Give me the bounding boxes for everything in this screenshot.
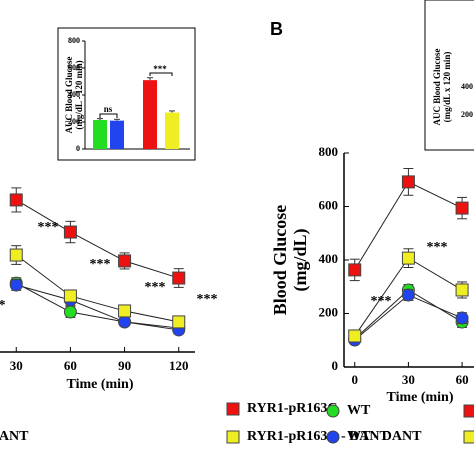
annotation: *** — [427, 240, 448, 255]
x-axis-label: Time (min) — [66, 377, 133, 392]
y-axis-label: AUC Blood Glucose — [64, 56, 74, 133]
marker — [63, 289, 77, 303]
x-tick-label: 30 — [10, 358, 23, 373]
legend-marker — [326, 430, 340, 444]
series-line — [16, 282, 179, 329]
marker — [455, 201, 469, 215]
marker — [63, 305, 77, 319]
y-tick-label: 200 — [319, 304, 339, 319]
marker — [172, 315, 186, 329]
marker — [118, 254, 132, 268]
series-line — [15, 199, 179, 279]
marker — [348, 263, 362, 277]
x-tick-label: 60 — [64, 358, 77, 373]
legend-label: WT - DANT — [347, 429, 422, 444]
error-bar — [147, 77, 153, 81]
annotation: *** — [145, 280, 166, 295]
y-axis-label: (mg/dL) — [290, 228, 311, 291]
y-tick-label: 200 — [461, 110, 473, 119]
y-tick-label: 0 — [332, 358, 339, 373]
marker — [9, 248, 23, 262]
series-line — [16, 284, 179, 331]
annotation: * — [0, 298, 6, 313]
x-tick-label: 90 — [118, 358, 131, 373]
y-tick-label: 0 — [76, 144, 80, 153]
error-bar — [169, 110, 175, 113]
marker — [9, 193, 23, 207]
marker — [63, 225, 77, 239]
legend-label: WT — [347, 403, 371, 418]
legend-label: RYR1-pR163C — [247, 401, 338, 416]
panel-label: B — [270, 19, 283, 39]
bar — [165, 112, 179, 149]
y-tick-label: 400 — [68, 90, 80, 99]
marker — [118, 304, 132, 318]
marker — [401, 251, 415, 265]
series-line — [15, 254, 179, 323]
annotation: *** — [38, 220, 59, 235]
marker — [9, 278, 23, 292]
y-tick-label: 800 — [68, 36, 80, 45]
y-axis-label: (mg/dL x 120 min) — [442, 52, 452, 123]
legend-marker — [226, 430, 240, 444]
legend-marker — [463, 430, 474, 444]
y-tick-label: 200 — [68, 117, 80, 126]
marker — [401, 175, 415, 189]
marker — [455, 283, 469, 297]
legend-label: RYR1-pR163C - DANT — [247, 429, 390, 444]
legend-marker — [463, 404, 474, 418]
marker — [455, 311, 469, 325]
x-axis-label: Time (min) — [386, 390, 453, 405]
annotation: ns — [104, 104, 113, 114]
error-bar — [114, 118, 120, 121]
bar — [110, 120, 124, 149]
y-tick-label: 600 — [319, 197, 339, 212]
y-axis-label: AUC Blood Glucose — [432, 48, 442, 125]
x-tick-label: 120 — [169, 358, 189, 373]
x-tick-label: 30 — [402, 372, 415, 387]
annotation: *** — [197, 292, 218, 307]
legend-label: WT - DANT — [0, 429, 29, 444]
bar — [143, 80, 157, 149]
error-bar — [97, 118, 103, 120]
annotation: *** — [371, 294, 392, 309]
marker — [401, 288, 415, 302]
legend-marker — [326, 404, 340, 418]
legend-marker — [226, 402, 240, 416]
y-tick-label: 400 — [461, 82, 473, 91]
inset-frame — [424, 0, 474, 151]
annotation: *** — [90, 257, 111, 272]
y-axis-label: Blood Glucose — [270, 205, 290, 316]
bracket — [99, 113, 118, 118]
bar — [93, 119, 107, 149]
bracket — [149, 72, 173, 76]
annotation: *** — [153, 64, 167, 74]
marker — [348, 329, 362, 343]
marker — [118, 315, 132, 329]
marker — [172, 271, 186, 285]
y-tick-label: 400 — [319, 251, 339, 266]
y-tick-label: 600 — [68, 63, 80, 72]
y-tick-label: 800 — [319, 144, 339, 159]
x-tick-label: 0 — [351, 372, 358, 387]
x-tick-label: 60 — [456, 372, 469, 387]
y-axis-label: (mg/dL - 120 min) — [74, 60, 84, 129]
